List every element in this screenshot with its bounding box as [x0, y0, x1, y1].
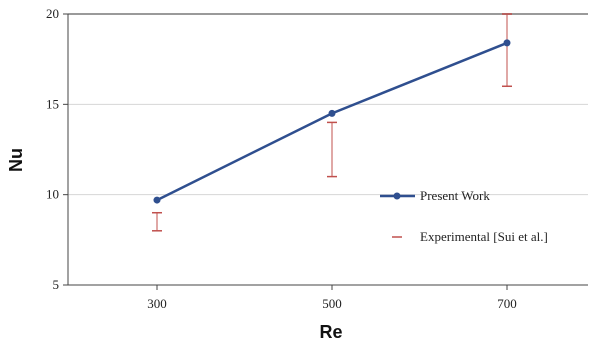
y-tick-label-20: 20	[46, 6, 59, 21]
y-tick-labels: 5 10 15 20	[46, 6, 59, 292]
present-work-point-500	[328, 109, 336, 117]
present-work-point-300	[153, 196, 161, 204]
y-tick-label-15: 15	[46, 96, 59, 111]
y-tick-label-5: 5	[53, 277, 60, 292]
present-work-series	[153, 39, 511, 204]
legend-label-present-work: Present Work	[420, 188, 490, 203]
x-tick-label-500: 500	[322, 296, 342, 311]
x-tick-labels: 300 500 700	[147, 296, 517, 311]
gridlines	[63, 13, 588, 290]
x-tick-label-300: 300	[147, 296, 167, 311]
experimental-error-bars	[152, 13, 512, 232]
x-tick-label-700: 700	[497, 296, 517, 311]
legend: Present Work Experimental [Sui et al.]	[380, 188, 548, 244]
axes	[67, 14, 588, 286]
present-work-point-700	[503, 39, 511, 47]
y-tick-label-10: 10	[46, 187, 59, 202]
y-axis-title: Nu	[6, 148, 26, 172]
x-axis-title: Re	[319, 322, 342, 342]
legend-label-experimental: Experimental [Sui et al.]	[420, 229, 548, 244]
legend-marker-present-work	[393, 192, 401, 200]
